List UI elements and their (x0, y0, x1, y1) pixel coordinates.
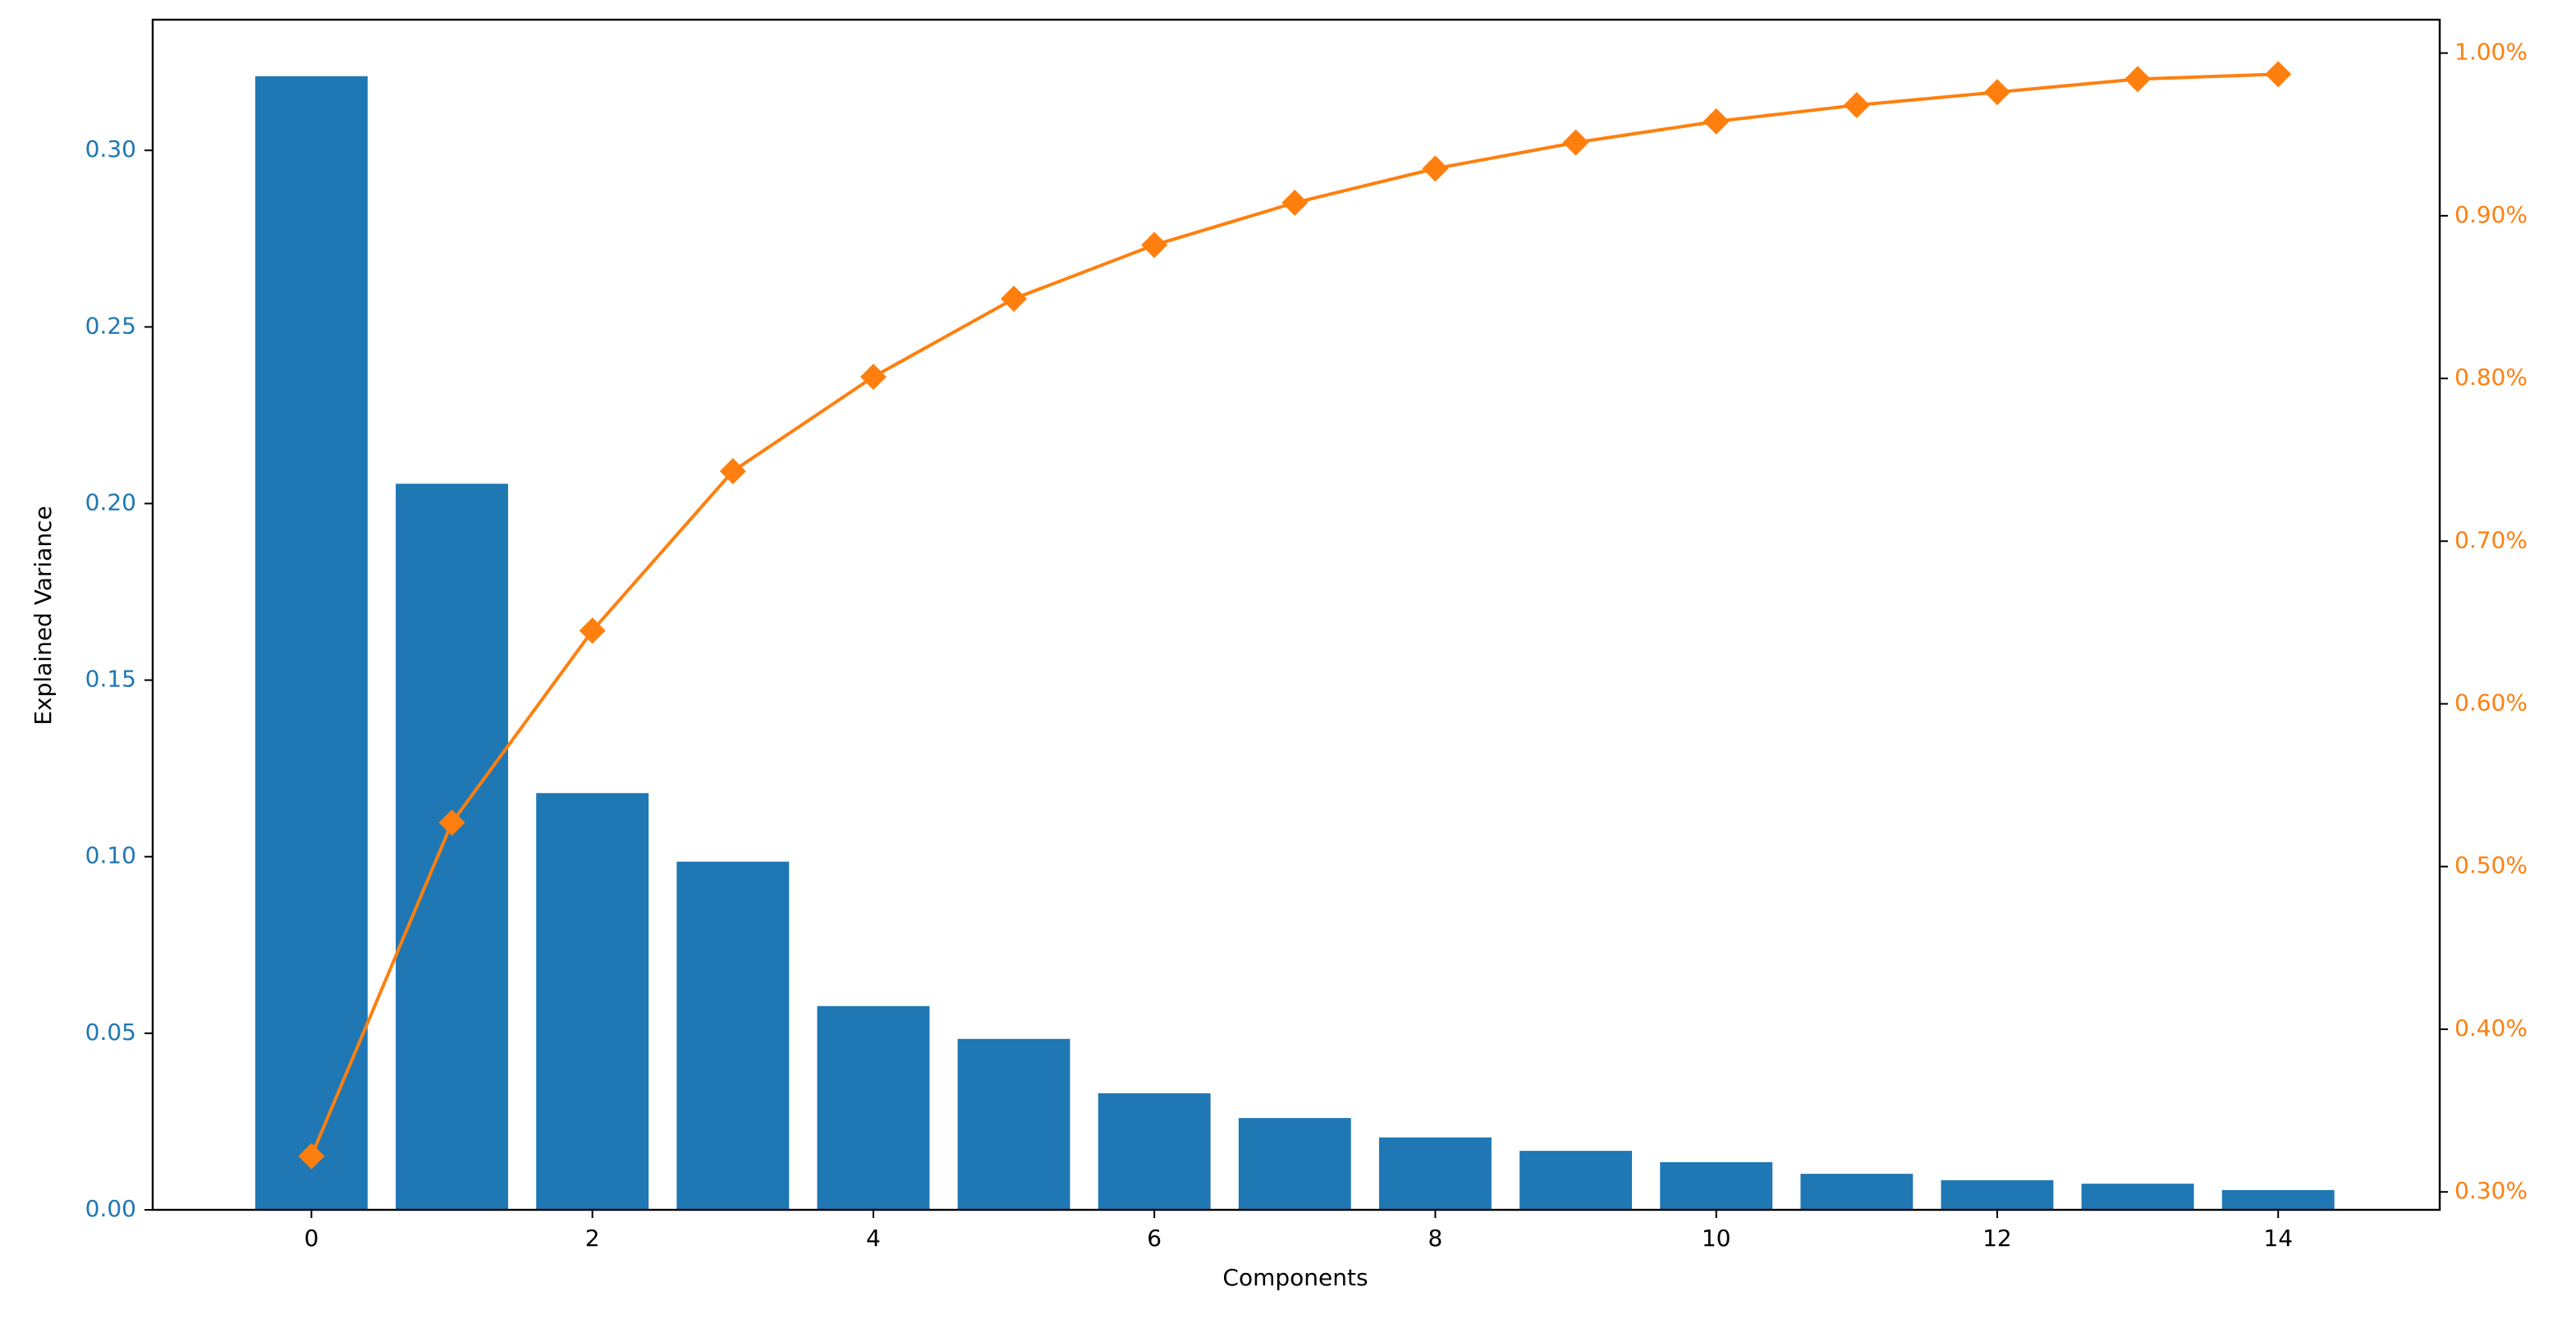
marker (1843, 92, 1870, 119)
y2-tick-label: 0.60% (2455, 689, 2528, 717)
marker (1281, 190, 1309, 217)
marker (2125, 66, 2152, 93)
y-tick-label: 0.15 (85, 666, 136, 693)
marker (1562, 129, 1589, 156)
bar (1800, 1174, 1914, 1210)
y2-tick-label: 0.70% (2455, 526, 2528, 553)
bar (536, 793, 649, 1210)
y2-tick-label: 0.50% (2455, 852, 2528, 879)
marker (579, 617, 606, 644)
x-axis-label: Components (1222, 1264, 1368, 1291)
bar (1660, 1161, 1773, 1210)
bar (817, 1005, 930, 1210)
y2-tick-label: 0.30% (2455, 1177, 2528, 1204)
marker (1422, 155, 1449, 182)
marker (298, 1143, 325, 1170)
marker (1703, 108, 1730, 135)
marker (1141, 231, 1168, 259)
plot-frame (151, 18, 2441, 1211)
bar (676, 861, 790, 1210)
x-tick-label: 8 (1428, 1225, 1443, 1252)
marker (1001, 285, 1028, 312)
x-tick-label: 0 (304, 1225, 319, 1252)
y2-tick-label: 1.00% (2455, 39, 2528, 66)
marker (719, 458, 746, 485)
x-tick-label: 4 (866, 1225, 881, 1252)
y-axis-label: Explained Variance (30, 506, 57, 725)
bar (396, 483, 508, 1210)
bar (2221, 1189, 2335, 1210)
marker (2265, 61, 2292, 88)
bar (2081, 1184, 2194, 1210)
bar (254, 76, 368, 1210)
y-tick-label: 0.00 (85, 1195, 136, 1222)
y2-tick-label: 0.80% (2455, 364, 2528, 391)
bar (1941, 1179, 2054, 1210)
y-tick-label: 0.25 (85, 312, 136, 339)
marker (1983, 79, 2010, 106)
marker (859, 364, 887, 391)
bar (957, 1038, 1070, 1210)
x-tick-label: 6 (1147, 1225, 1162, 1252)
marker (438, 809, 465, 836)
x-tick-label: 2 (585, 1225, 600, 1252)
bar (1378, 1137, 1492, 1210)
y-tick-label: 0.20 (85, 488, 136, 515)
bar (1098, 1093, 1211, 1210)
x-tick-label: 14 (2263, 1225, 2293, 1252)
y-tick-label: 0.10 (85, 842, 136, 869)
bar (1238, 1118, 1351, 1210)
x-tick-label: 12 (1982, 1225, 2012, 1252)
y2-tick-label: 0.90% (2455, 201, 2528, 228)
x-tick-label: 10 (1702, 1225, 1731, 1252)
bar (1519, 1151, 1633, 1210)
y-tick-label: 0.05 (85, 1019, 136, 1046)
y-tick-label: 0.30 (85, 135, 136, 163)
y2-tick-label: 0.40% (2455, 1014, 2528, 1042)
